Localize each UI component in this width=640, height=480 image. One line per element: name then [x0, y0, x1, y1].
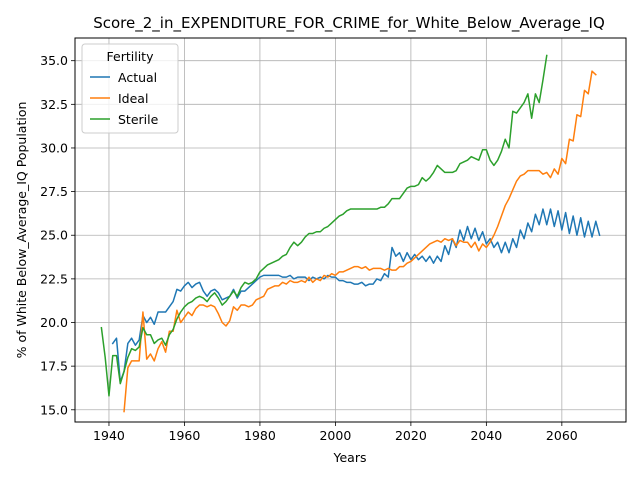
series-line-sterile [100, 54, 548, 397]
y-tick-label: 25.0 [40, 228, 68, 243]
y-tick-label: 30.0 [40, 140, 68, 155]
series-line-ideal [123, 70, 597, 413]
y-tick-label: 32.5 [40, 97, 68, 112]
x-tick-label: 2000 [319, 428, 351, 443]
legend-label-actual: Actual [118, 70, 157, 85]
legend-label-ideal: Ideal [118, 91, 148, 106]
legend-items: Actual Ideal Sterile [90, 70, 159, 127]
x-tick-label: 1960 [169, 428, 201, 443]
legend-label-sterile: Sterile [118, 112, 159, 127]
legend: Fertility Actual Ideal Sterile [81, 43, 179, 134]
x-tick-label: 2040 [470, 428, 502, 443]
x-tick-label: 1980 [244, 428, 276, 443]
plot-frame [74, 37, 627, 423]
y-tick-label: 27.5 [40, 184, 68, 199]
y-tick-label: 35.0 [40, 53, 68, 68]
series-line-actual [111, 208, 601, 383]
y-tick-label: 22.5 [40, 271, 68, 286]
y-axis-label: % of White Below_Average_IQ Population [14, 102, 29, 359]
y-tick-label: 15.0 [40, 402, 68, 417]
y-tick-label: 17.5 [40, 359, 68, 374]
axis-ticks: 1940 1960 1980 2000 2020 2040 2060 15.0 17.5 20.0… [40, 53, 578, 443]
y-tick-label: 20.0 [40, 315, 68, 330]
x-tick-label: 1940 [93, 428, 125, 443]
legend-box [81, 43, 179, 134]
series-lines [100, 54, 601, 413]
chart-title: Score_2_in_EXPENDITURE_FOR_CRIME_for_Whi… [93, 14, 605, 33]
grid-lines [75, 38, 626, 422]
x-axis-label: Years [333, 450, 367, 465]
x-tick-label: 2060 [546, 428, 578, 443]
legend-title: Fertility [107, 49, 155, 64]
x-tick-label: 2020 [395, 428, 427, 443]
